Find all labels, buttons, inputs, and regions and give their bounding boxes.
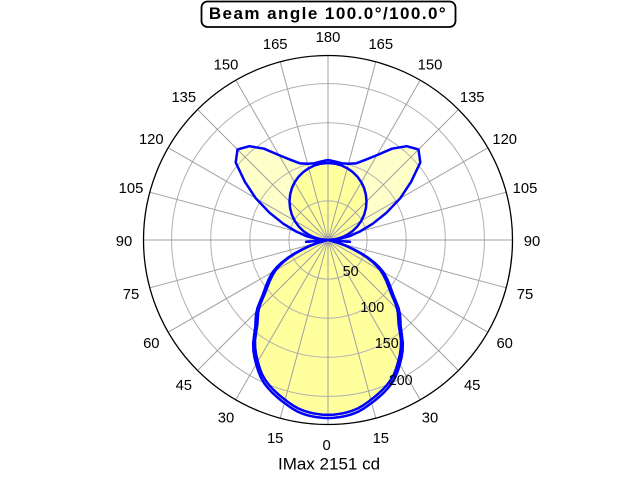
svg-text:60: 60 <box>143 336 159 352</box>
svg-text:100: 100 <box>360 300 384 316</box>
svg-text:105: 105 <box>119 181 144 197</box>
svg-text:30: 30 <box>218 411 234 427</box>
svg-text:IMax 2151 cd: IMax 2151 cd <box>278 455 380 474</box>
svg-text:150: 150 <box>214 57 239 73</box>
svg-text:90: 90 <box>116 234 132 250</box>
svg-text:200: 200 <box>389 373 413 389</box>
svg-text:150: 150 <box>375 336 399 352</box>
svg-text:120: 120 <box>139 132 164 148</box>
svg-text:15: 15 <box>373 431 389 447</box>
svg-text:45: 45 <box>464 378 480 394</box>
svg-text:60: 60 <box>496 336 512 352</box>
svg-text:0: 0 <box>322 438 330 454</box>
svg-text:75: 75 <box>517 287 533 303</box>
svg-text:30: 30 <box>422 411 438 427</box>
svg-text:180: 180 <box>316 30 341 46</box>
svg-text:50: 50 <box>343 264 359 280</box>
svg-text:150: 150 <box>418 57 443 73</box>
svg-text:90: 90 <box>524 234 540 250</box>
svg-text:135: 135 <box>171 90 196 106</box>
svg-text:165: 165 <box>368 37 393 53</box>
svg-text:135: 135 <box>460 90 485 106</box>
svg-text:45: 45 <box>176 378 192 394</box>
svg-text:165: 165 <box>263 37 288 53</box>
svg-text:120: 120 <box>492 132 517 148</box>
svg-text:Beam angle 100.0°/100.0°: Beam angle 100.0°/100.0° <box>209 4 447 23</box>
svg-text:105: 105 <box>513 181 538 197</box>
svg-text:15: 15 <box>267 431 283 447</box>
svg-text:75: 75 <box>123 287 139 303</box>
